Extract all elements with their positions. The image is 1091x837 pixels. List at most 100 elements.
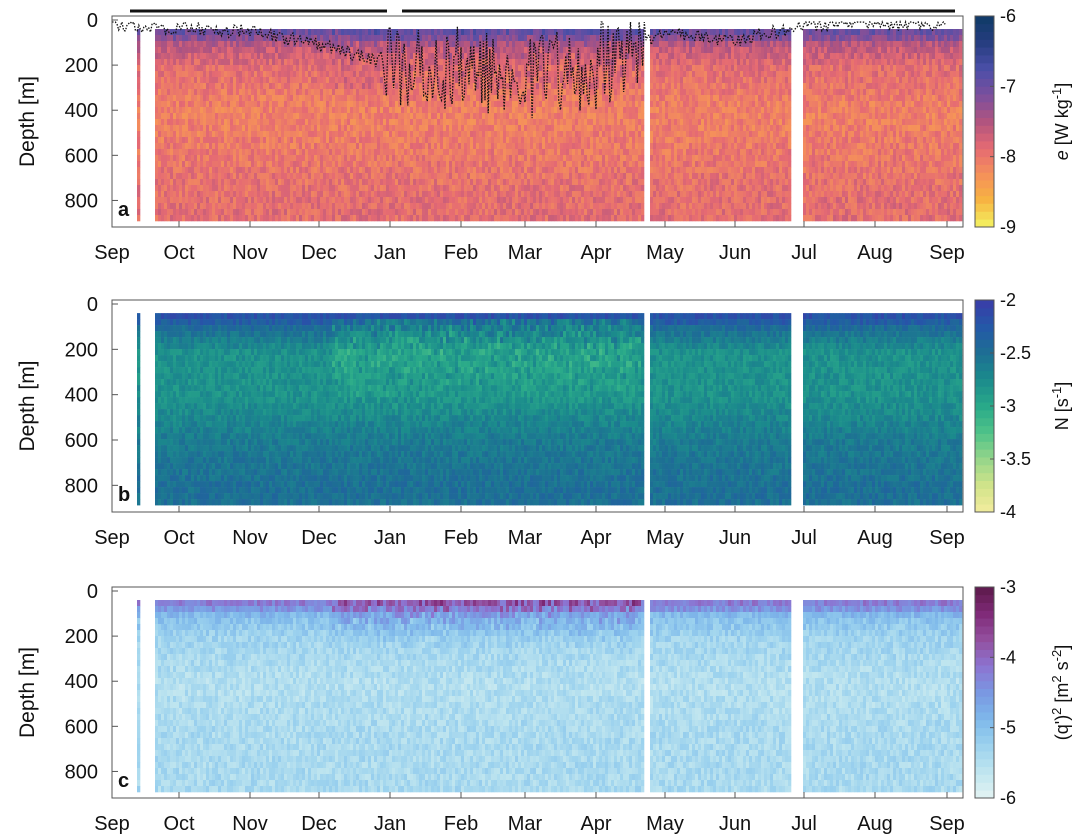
heatmap-cell <box>512 179 516 186</box>
heatmap-cell <box>350 179 354 186</box>
heatmap-cell <box>488 119 492 126</box>
heatmap-cell <box>476 89 480 96</box>
heatmap-cell <box>191 113 195 120</box>
heatmap-cell <box>320 143 324 150</box>
heatmap-cell <box>425 191 429 198</box>
heatmap-cell <box>212 191 216 198</box>
heatmap-cell <box>440 59 444 66</box>
heatmap-cell <box>380 155 384 162</box>
heatmap-cell <box>239 71 243 78</box>
heatmap-cell <box>281 143 285 150</box>
heatmap-cell <box>383 167 387 174</box>
heatmap-cell <box>425 161 429 168</box>
heatmap-cell <box>380 137 384 144</box>
heatmap-cell <box>188 203 192 210</box>
heatmap-cell <box>425 107 429 114</box>
heatmap-cell <box>398 197 402 204</box>
heatmap-cell <box>383 53 387 60</box>
heatmap-cell <box>443 29 447 36</box>
heatmap-cell <box>443 143 447 150</box>
heatmap-cell <box>197 71 201 78</box>
heatmap-cell <box>266 143 270 150</box>
heatmap-cell <box>398 149 402 156</box>
heatmap-cell <box>530 191 534 198</box>
heatmap-cell <box>428 137 432 144</box>
heatmap-cell <box>401 119 405 126</box>
heatmap-cell <box>476 203 480 210</box>
heatmap-cell <box>380 185 384 192</box>
heatmap-cell <box>614 131 618 138</box>
heatmap-cell <box>341 137 345 144</box>
heatmap-cell <box>422 215 426 222</box>
heatmap-cell <box>530 65 534 72</box>
heatmap-cell <box>278 107 282 114</box>
heatmap-cell <box>278 35 282 42</box>
heatmap-cell <box>446 173 450 180</box>
heatmap-cell <box>266 29 270 36</box>
heatmap-cell <box>230 71 234 78</box>
heatmap-cell <box>431 101 435 108</box>
heatmap-cell <box>389 119 393 126</box>
heatmap-cell <box>566 125 570 132</box>
heatmap-cell <box>449 167 453 174</box>
heatmap-cell <box>155 41 159 48</box>
heatmap-cell <box>311 149 315 156</box>
heatmap-cell <box>395 83 399 90</box>
heatmap-cell <box>476 107 480 114</box>
heatmap-cell <box>491 95 495 102</box>
heatmap-cell <box>545 119 549 126</box>
heatmap-cell <box>356 29 360 36</box>
heatmap-cell <box>224 95 228 102</box>
heatmap-cell <box>308 77 312 84</box>
heatmap-cell <box>245 107 249 114</box>
heatmap-cell <box>203 65 207 72</box>
heatmap-cell <box>311 65 315 72</box>
heatmap-cell <box>155 173 159 180</box>
heatmap-cell <box>482 125 486 132</box>
heatmap-cell <box>557 35 561 42</box>
heatmap-cell <box>359 113 363 120</box>
heatmap-cell <box>479 119 483 126</box>
heatmap-cell <box>509 125 513 132</box>
heatmap-cell <box>431 71 435 78</box>
heatmap-cell <box>350 155 354 162</box>
heatmap-cell <box>200 71 204 78</box>
heatmap-cell <box>215 47 219 54</box>
heatmap-cell <box>434 101 438 108</box>
heatmap-cell <box>239 203 243 210</box>
heatmap-cell <box>182 83 186 90</box>
heatmap-cell <box>329 203 333 210</box>
heatmap-cell <box>410 113 414 120</box>
heatmap-cell <box>569 119 573 126</box>
heatmap-cell <box>482 167 486 174</box>
heatmap-cell <box>458 203 462 210</box>
heatmap-cell <box>185 203 189 210</box>
heatmap-cell <box>413 83 417 90</box>
heatmap-cell <box>254 149 258 156</box>
heatmap-cell <box>416 203 420 210</box>
heatmap-cell <box>302 77 306 84</box>
heatmap-cell <box>320 119 324 126</box>
heatmap-cell <box>317 113 321 120</box>
heatmap-cell <box>248 155 252 162</box>
heatmap-cell <box>311 131 315 138</box>
heatmap-cell <box>167 107 171 114</box>
heatmap-cell <box>428 113 432 120</box>
heatmap-cell <box>440 107 444 114</box>
heatmap-cell <box>446 107 450 114</box>
heatmap-cell <box>272 143 276 150</box>
heatmap-cell <box>392 107 396 114</box>
heatmap-cell <box>158 143 162 150</box>
heatmap-cell <box>422 155 426 162</box>
heatmap-cell <box>374 83 378 90</box>
heatmap-cell <box>470 125 474 132</box>
heatmap-cell <box>194 137 198 144</box>
heatmap-cell <box>497 29 501 36</box>
heatmap-cell <box>293 77 297 84</box>
heatmap-cell <box>185 179 189 186</box>
heatmap-cell <box>515 113 519 120</box>
heatmap-cell <box>317 131 321 138</box>
heatmap-cell <box>245 53 249 60</box>
heatmap-cell <box>401 191 405 198</box>
heatmap-cell <box>371 185 375 192</box>
